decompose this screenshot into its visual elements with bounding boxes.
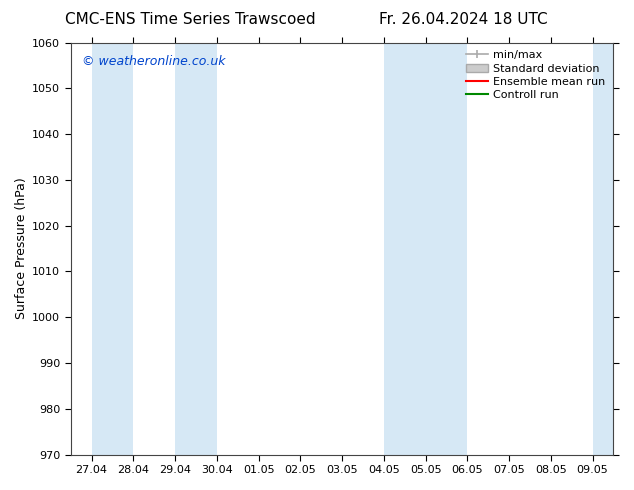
Text: © weatheronline.co.uk: © weatheronline.co.uk <box>82 55 225 68</box>
Bar <box>91 43 133 455</box>
Legend: min/max, Standard deviation, Ensemble mean run, Controll run: min/max, Standard deviation, Ensemble me… <box>461 46 610 105</box>
Text: CMC-ENS Time Series Trawscoed: CMC-ENS Time Series Trawscoed <box>65 12 316 27</box>
Text: Fr. 26.04.2024 18 UTC: Fr. 26.04.2024 18 UTC <box>378 12 547 27</box>
Y-axis label: Surface Pressure (hPa): Surface Pressure (hPa) <box>15 178 28 319</box>
Bar <box>593 43 634 455</box>
Bar <box>384 43 467 455</box>
Bar <box>175 43 217 455</box>
